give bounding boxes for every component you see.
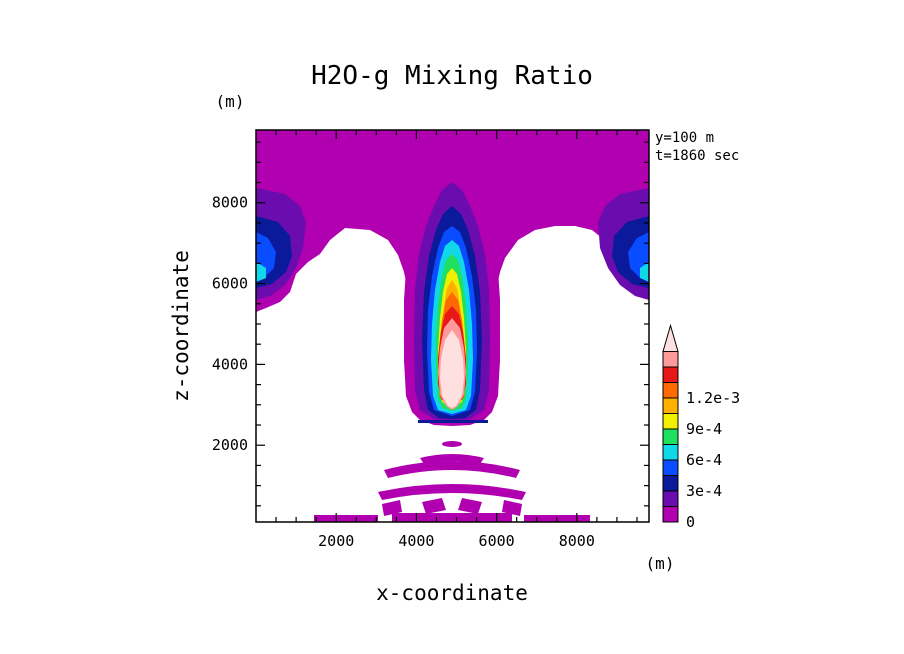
- colorbar-overflow-triangle: [662, 323, 679, 352]
- low-band-5: [382, 500, 402, 516]
- colorbar-swatch: [662, 382, 679, 399]
- plot-area: [256, 130, 649, 522]
- x-tick-label: 2000: [318, 532, 354, 550]
- low-band-3: [384, 461, 520, 478]
- colorbar-swatch: [662, 428, 679, 445]
- left-plume-4: [256, 262, 266, 282]
- x-axis-label: x-coordinate: [376, 581, 528, 605]
- colorbar-swatch: [662, 475, 679, 492]
- colorbar-swatch: [662, 459, 679, 476]
- info-line-t: t=1860 sec: [655, 148, 739, 164]
- ground-band-left: [314, 515, 378, 522]
- colorbar-swatch: [662, 397, 679, 414]
- colorbar: 0 3e-4 6e-4 9e-4 1.2e-3: [662, 323, 740, 531]
- info-line-y: y=100 m: [655, 130, 714, 146]
- low-band-8: [502, 500, 522, 516]
- colorbar-swatch: [662, 444, 679, 461]
- x-tick-label: 4000: [398, 532, 434, 550]
- y-axis-label: z-coordinate: [169, 250, 193, 402]
- x-unit-label: (m): [646, 554, 675, 573]
- low-band-4: [378, 484, 526, 500]
- low-band-6: [422, 498, 446, 514]
- x-axis-ticks: 2000 4000 6000 8000: [275, 130, 638, 550]
- x-tick-label: 8000: [559, 532, 595, 550]
- colorbar-label: 9e-4: [686, 420, 722, 438]
- right-plume-4: [640, 262, 649, 282]
- y-tick-label: 6000: [212, 275, 248, 293]
- colorbar-swatch: [662, 490, 679, 507]
- y-tick-label: 2000: [212, 436, 248, 454]
- plume-base-line: [418, 420, 488, 423]
- colorbar-label: 6e-4: [686, 451, 722, 469]
- colorbar-label: 1.2e-3: [686, 389, 740, 407]
- x-tick-label: 6000: [479, 532, 515, 550]
- colorbar-swatch: [662, 351, 679, 368]
- colorbar-swatch: [662, 366, 679, 383]
- colorbar-label: 0: [686, 513, 695, 531]
- y-tick-label: 8000: [212, 194, 248, 212]
- colorbar-swatch: [662, 506, 679, 523]
- y-tick-label: 4000: [212, 355, 248, 373]
- low-band-1: [442, 441, 462, 447]
- ground-band-mid: [392, 513, 512, 522]
- colorbar-label: 3e-4: [686, 482, 722, 500]
- y-unit-label: (m): [216, 92, 245, 111]
- y-axis-ticks: 2000 4000 6000 8000: [212, 141, 649, 507]
- central-plume-core: [440, 330, 464, 408]
- colorbar-swatch: [662, 413, 679, 430]
- low-band-7: [458, 498, 482, 514]
- chart-title: H2O-g Mixing Ratio: [311, 61, 593, 91]
- plot-frame: [255, 129, 650, 523]
